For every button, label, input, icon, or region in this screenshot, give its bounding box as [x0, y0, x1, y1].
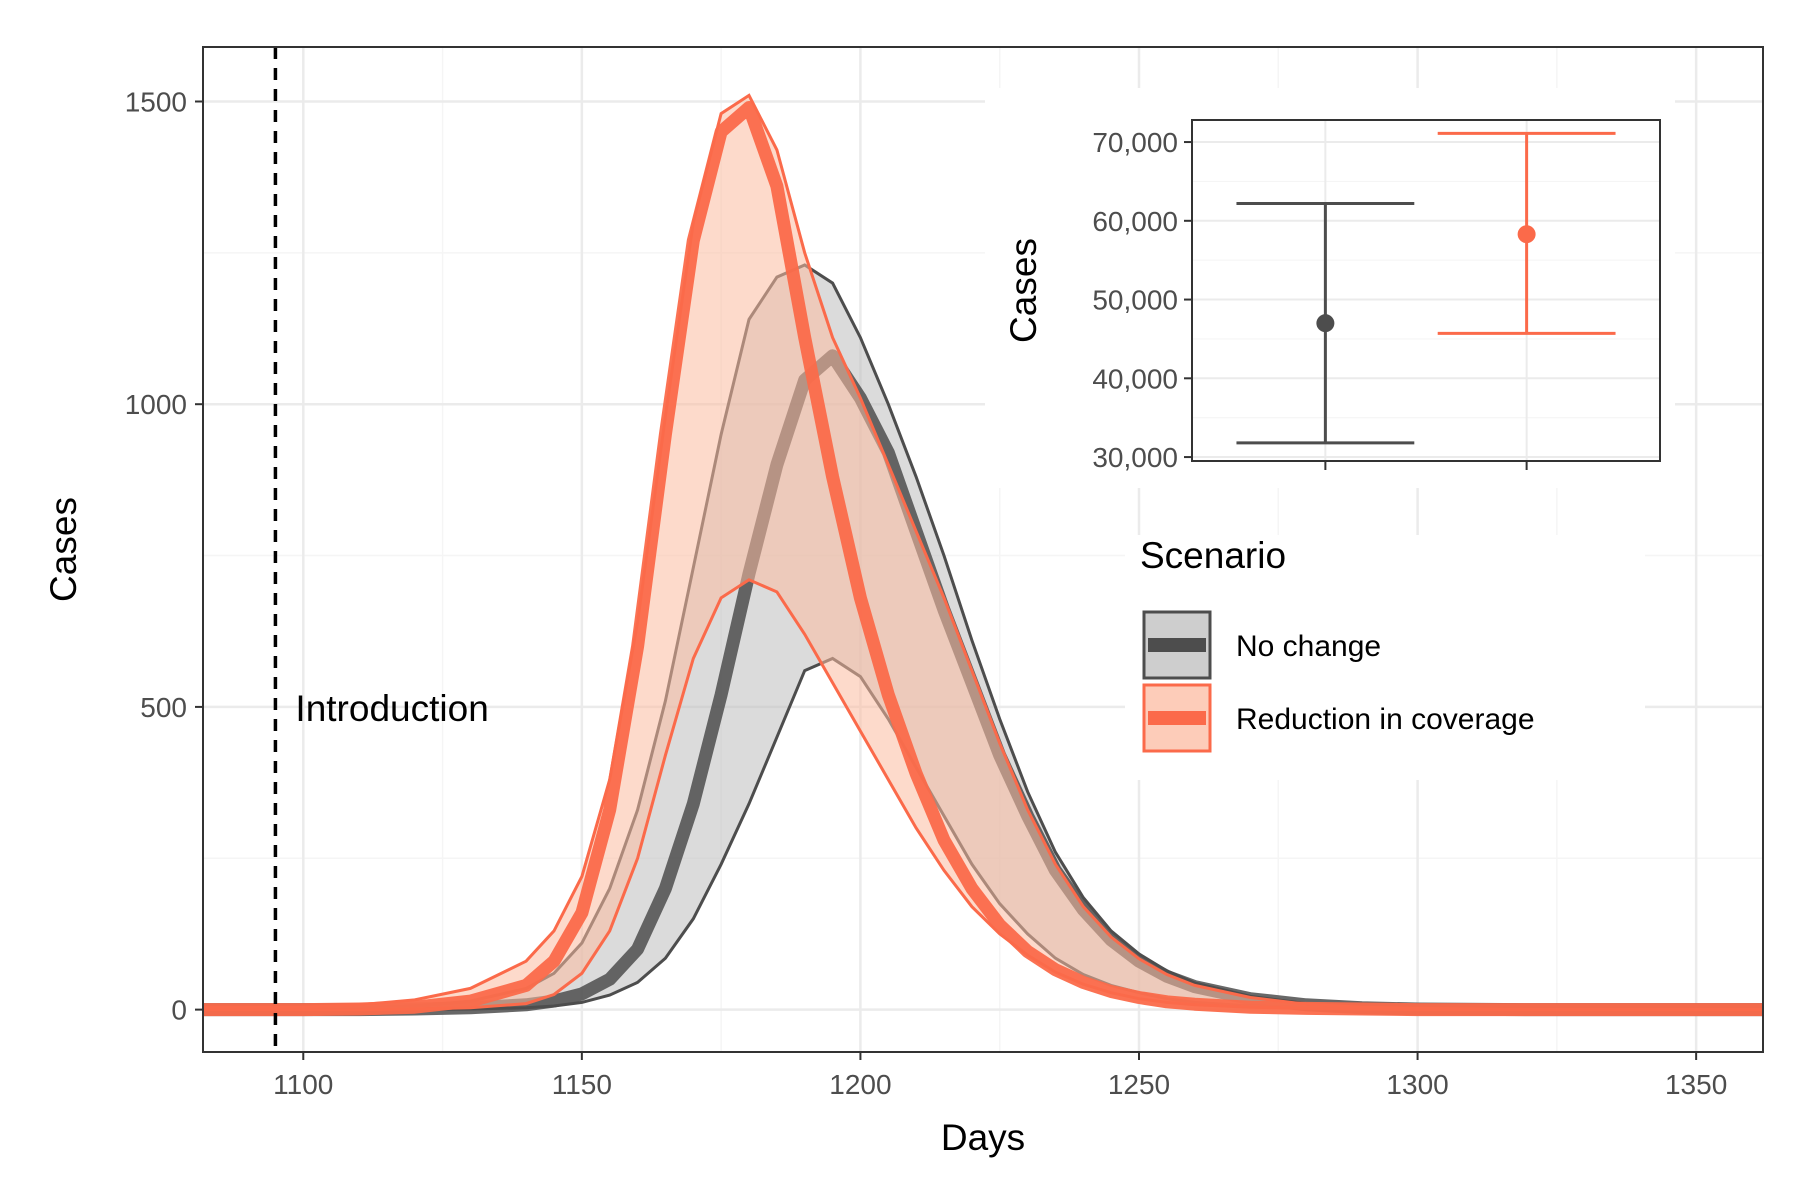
x-axis-title: Days	[941, 1117, 1025, 1158]
ribbon-reduction-in-coverage	[203, 95, 1763, 1010]
inset-y-tick-label: 70,000	[1092, 127, 1178, 158]
inset-y-tick-label: 60,000	[1092, 206, 1178, 237]
x-tick-label: 1200	[829, 1069, 891, 1100]
legend-key-reduction	[1142, 683, 1212, 753]
inset-y-tick-label: 40,000	[1092, 363, 1178, 394]
inset-y-tick-label: 30,000	[1092, 442, 1178, 473]
point-reduction-in-coverage	[1517, 225, 1536, 244]
y-tick-label: 0	[171, 995, 187, 1026]
main-y-ticks: 0 500 1000 1500	[125, 86, 203, 1026]
inset-panel-border	[1191, 119, 1661, 462]
inset-y-tick-label: 50,000	[1092, 285, 1178, 316]
x-tick-label: 1100	[273, 1069, 333, 1100]
inset-errorbars	[1236, 131, 1616, 445]
median-line-reduction-in-coverage	[203, 101, 1763, 1017]
point-no-change	[1316, 314, 1335, 333]
inset-background	[985, 88, 1675, 488]
legend-label-reduction: Reduction in coverage	[1236, 703, 1535, 736]
x-tick-label: 1350	[1665, 1069, 1727, 1100]
upper-bound-reduction-in-coverage	[202, 93, 1763, 1012]
legend-background	[1125, 535, 1645, 780]
y-axis-title: Cases	[43, 497, 84, 602]
inset-y-ticks: 30,000 40,000 50,000 60,000 70,000	[1092, 127, 1192, 473]
x-tick-label: 1150	[552, 1069, 612, 1100]
y-tick-label: 1500	[125, 86, 187, 117]
inset-x-ticks	[1324, 461, 1528, 470]
legend-label-no-change: No change	[1236, 630, 1381, 663]
y-tick-label: 500	[140, 692, 187, 723]
main-x-ticks: 1100 1150 1200 1250 1300 1350	[273, 1052, 1727, 1100]
legend-key-no-change	[1142, 610, 1212, 680]
inset-plot: 30,000 40,000 50,000 60,000 70,000 Cases	[985, 88, 1675, 488]
y-tick-label: 1000	[125, 389, 187, 420]
legend-title: Scenario	[1140, 535, 1286, 576]
introduction-label: Introduction	[295, 688, 488, 729]
x-tick-label: 1250	[1108, 1069, 1170, 1100]
main-panel-border	[202, 46, 1764, 1053]
legend: Scenario No change Reduction in coverage	[1125, 535, 1645, 780]
inset-y-axis-title: Cases	[1003, 238, 1044, 343]
main-series-layer	[202, 93, 1763, 1017]
x-tick-label: 1300	[1386, 1069, 1448, 1100]
